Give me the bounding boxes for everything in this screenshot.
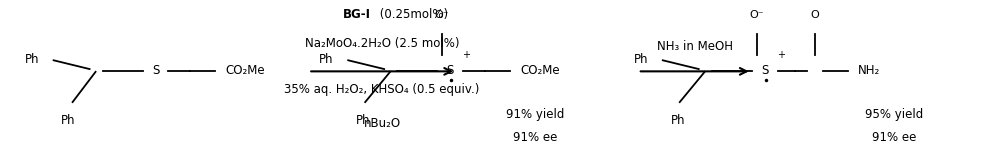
Text: S: S <box>761 64 768 77</box>
Text: NH₂: NH₂ <box>858 64 881 77</box>
Text: S: S <box>446 64 454 77</box>
Text: (0.25mol%): (0.25mol%) <box>376 8 448 21</box>
Text: 91% yield: 91% yield <box>506 108 564 121</box>
Text: Ph: Ph <box>25 53 39 66</box>
Text: Ph: Ph <box>61 114 76 127</box>
Text: BG-I: BG-I <box>343 8 371 21</box>
Text: Ph: Ph <box>356 114 370 127</box>
Text: 91% ee: 91% ee <box>513 131 557 144</box>
Text: NH₃ in MeOH: NH₃ in MeOH <box>657 40 733 53</box>
Text: +: + <box>777 50 785 60</box>
Text: +: + <box>462 50 470 60</box>
Text: Ph: Ph <box>634 53 648 66</box>
Text: Na₂MoO₄.2H₂O (2.5 mol%): Na₂MoO₄.2H₂O (2.5 mol%) <box>305 37 459 50</box>
Text: CO₂Me: CO₂Me <box>520 64 560 77</box>
Text: O⁻: O⁻ <box>435 10 449 20</box>
Text: 35% aq. H₂O₂, KHSO₄ (0.5 equiv.): 35% aq. H₂O₂, KHSO₄ (0.5 equiv.) <box>284 83 480 96</box>
Text: 95% yield: 95% yield <box>865 108 924 121</box>
Text: Ph: Ph <box>319 53 334 66</box>
Text: 91% ee: 91% ee <box>872 131 917 144</box>
Text: S: S <box>152 64 159 77</box>
Text: O⁻: O⁻ <box>749 10 764 20</box>
Text: nBu₂O: nBu₂O <box>364 117 401 130</box>
Text: Ph: Ph <box>671 114 685 127</box>
Text: CO₂Me: CO₂Me <box>226 64 265 77</box>
Text: O: O <box>810 10 819 20</box>
